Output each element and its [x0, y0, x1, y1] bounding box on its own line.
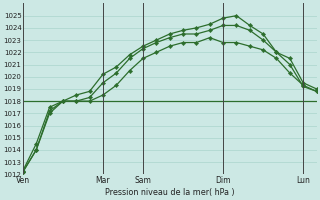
X-axis label: Pression niveau de la mer( hPa ): Pression niveau de la mer( hPa ): [105, 188, 235, 197]
